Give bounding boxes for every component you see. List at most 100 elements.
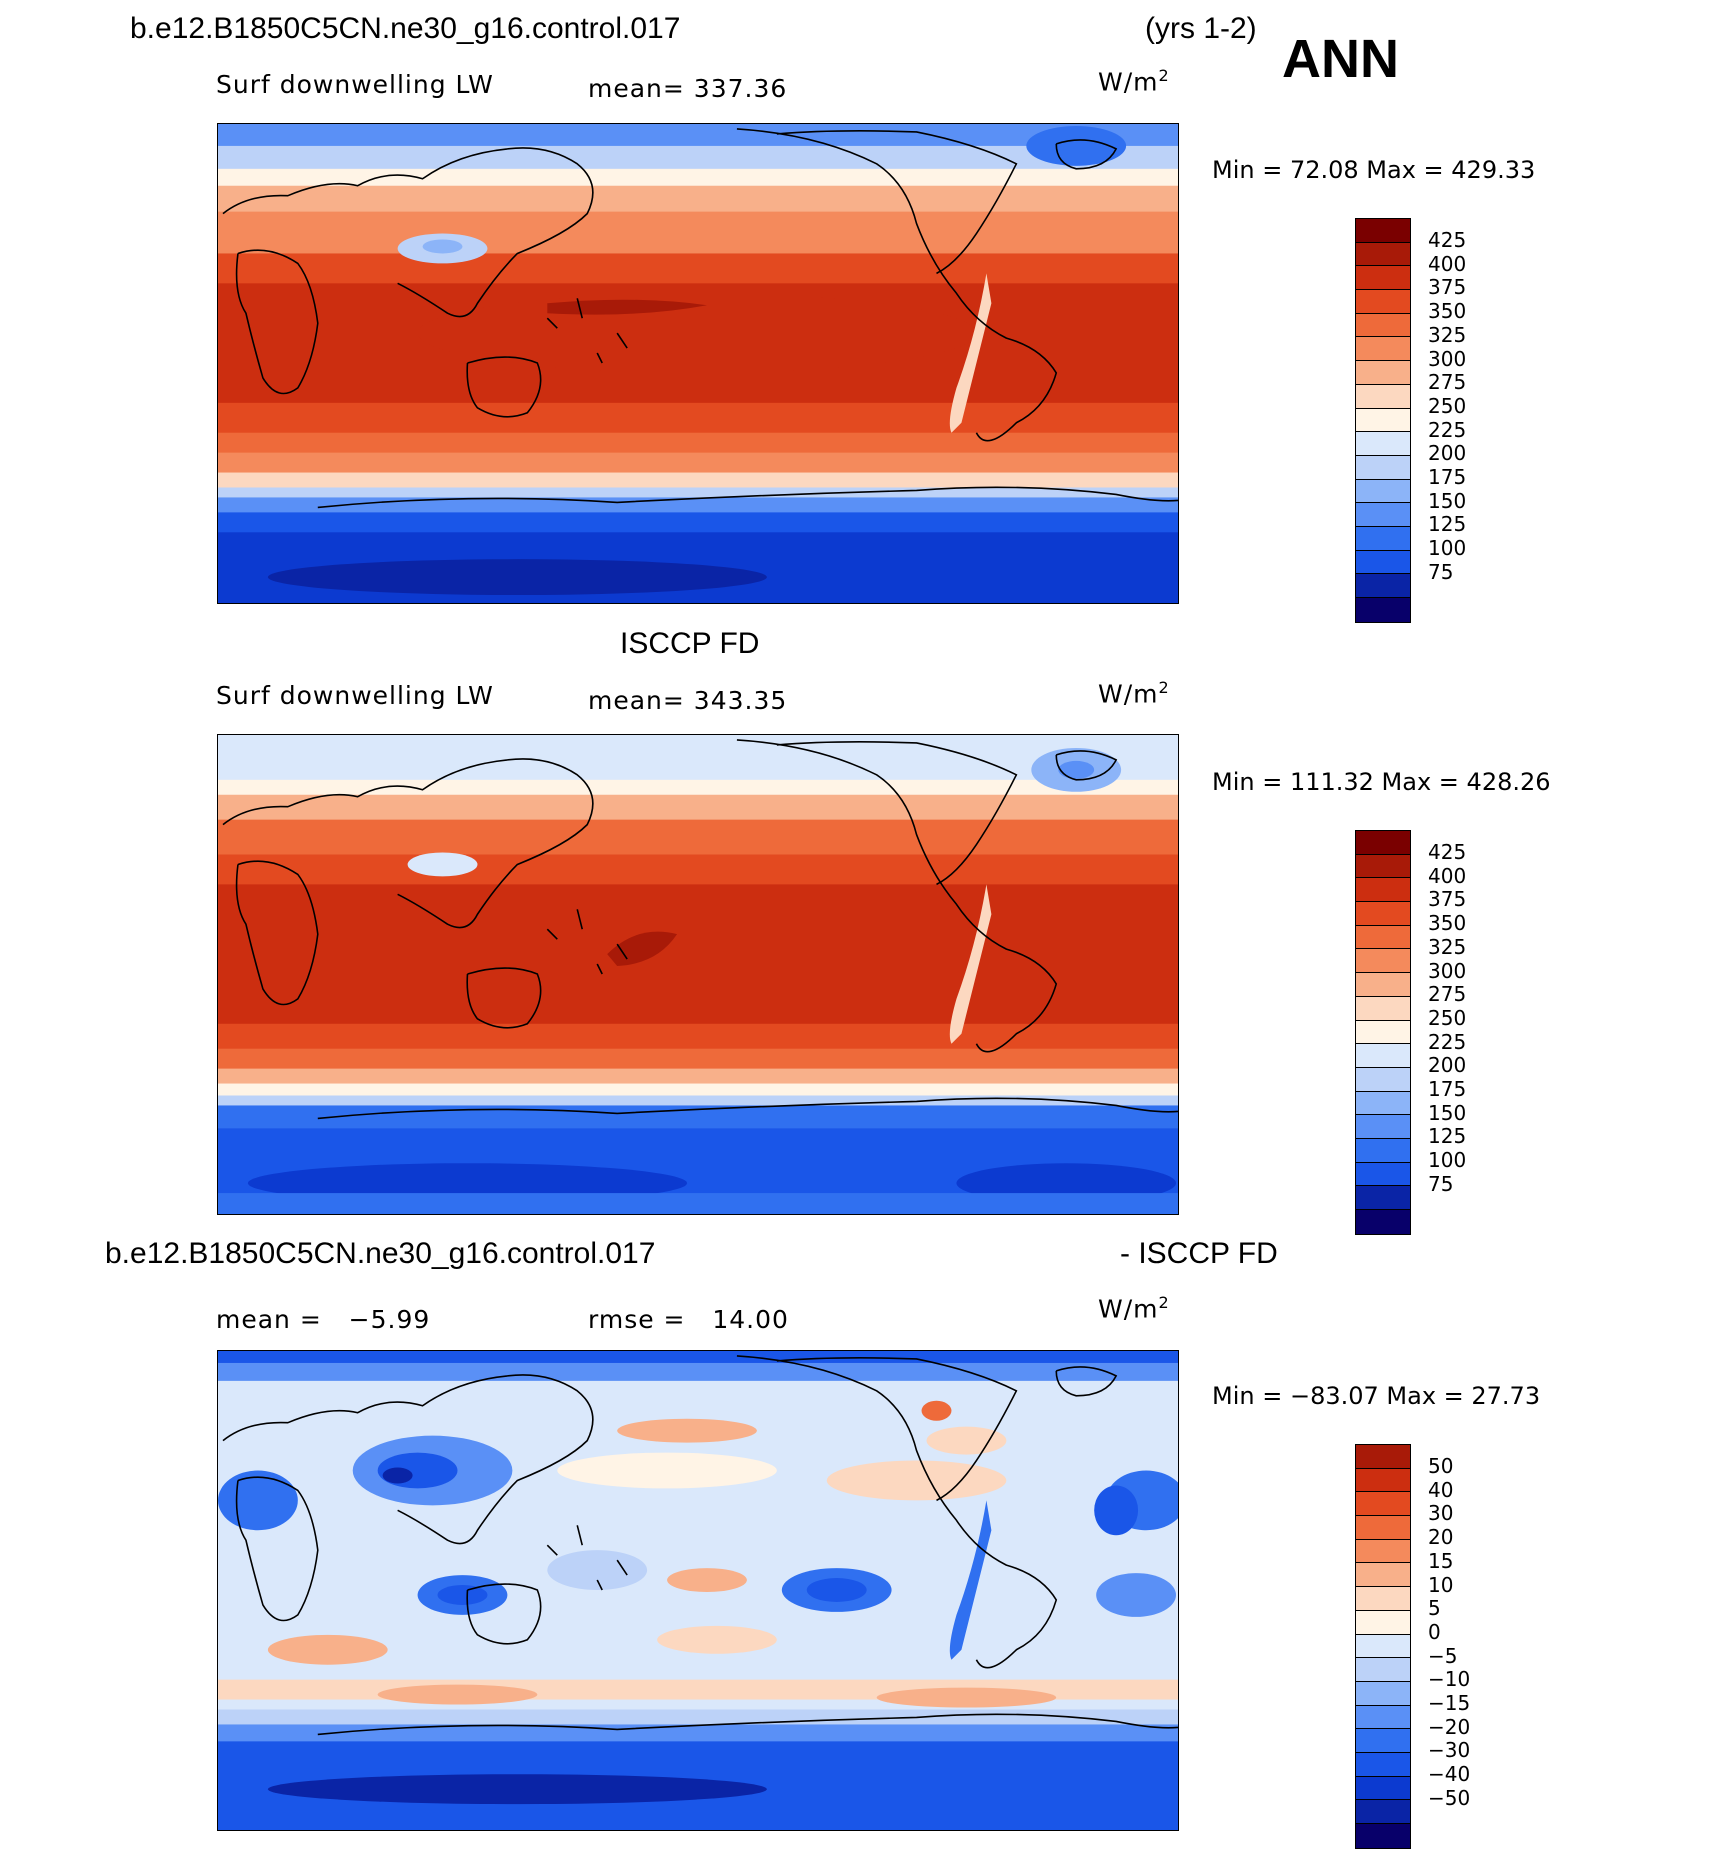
diff-title-obs: - ISCCP FD [1120, 1237, 1278, 1270]
colorbar-swatch [1356, 361, 1410, 385]
minmax-label-obs: Min = 111.32 Max = 428.26 [1212, 768, 1551, 796]
colorbar-swatch [1356, 1044, 1410, 1068]
colorbar-tick-label: −30 [1428, 1738, 1471, 1763]
map-panel-diff [217, 1350, 1179, 1831]
colorbar-swatch [1356, 313, 1410, 338]
colorbar-swatch [1356, 290, 1410, 314]
colorbar-swatch [1356, 1610, 1410, 1635]
colorbar-tick-label: 225 [1428, 417, 1467, 442]
colorbar-tick-label: −40 [1428, 1762, 1471, 1787]
colorbar-swatch [1356, 1681, 1410, 1706]
season-label: ANN [1282, 29, 1399, 89]
colorbar-obs [1355, 830, 1411, 1235]
colorbar-tick-label: 425 [1428, 228, 1467, 252]
colorbar-tick-label: 275 [1428, 982, 1467, 1007]
colorbar-swatch [1356, 432, 1410, 456]
colorbar-tick-label: −20 [1428, 1714, 1471, 1739]
colorbar-tick-label: 300 [1428, 346, 1467, 371]
colorbar-tick-label: 20 [1428, 1525, 1454, 1550]
colorbar-swatch [1356, 1752, 1410, 1777]
colorbar-swatch [1356, 1115, 1410, 1139]
colorbar-tick-label: 100 [1428, 1148, 1467, 1173]
colorbar-swatch [1356, 479, 1410, 504]
colorbar-swatch [1356, 550, 1410, 575]
colorbar-tick-label: 350 [1428, 911, 1467, 936]
case-title: b.e12.B1850C5CN.ne30_g16.control.017 [130, 12, 681, 45]
colorbar-tick-label: 400 [1428, 251, 1467, 276]
colorbar-swatch [1356, 1020, 1410, 1045]
years-label: (yrs 1-2) [1145, 12, 1257, 45]
colorbar-tick-label: 30 [1428, 1501, 1454, 1526]
colorbar-tick-label: 125 [1428, 512, 1467, 537]
units-label-model: W/m2 [1098, 66, 1170, 97]
colorbar-swatch [1356, 1539, 1410, 1564]
colorbar-swatch [1356, 1729, 1410, 1753]
colorbar-tick-label: 100 [1428, 536, 1467, 561]
units-label-diff: W/m2 [1098, 1293, 1170, 1324]
colorbar-swatch [1356, 1162, 1410, 1187]
colorbar-tick-label: 425 [1428, 840, 1467, 864]
colorbar-diff [1355, 1444, 1411, 1849]
colorbar-swatch [1356, 1492, 1410, 1517]
colorbar-swatch [1356, 878, 1410, 903]
colorbar-swatch [1356, 1658, 1410, 1682]
colorbar-swatch [1356, 996, 1410, 1021]
colorbar-tick-label: 175 [1428, 465, 1467, 489]
colorbar-tick-label: 325 [1428, 322, 1467, 347]
colorbar-tick-label: 250 [1428, 1005, 1467, 1030]
colorbar-swatch [1356, 337, 1410, 362]
colorbar-swatch [1356, 1563, 1410, 1588]
colorbar-tick-label: 350 [1428, 299, 1467, 324]
colorbar-tick-label: 125 [1428, 1124, 1467, 1149]
colorbar-tick-label: 375 [1428, 275, 1467, 300]
contour-map-model [218, 124, 1178, 603]
colorbar-swatch [1356, 1516, 1410, 1540]
mean-label-model: mean= 337.36 [588, 74, 788, 103]
contour-map-diff [218, 1351, 1178, 1830]
colorbar-swatch [1356, 384, 1410, 409]
colorbar-tick-label: −10 [1428, 1667, 1471, 1692]
colorbar-swatch [1356, 574, 1410, 598]
colorbar-swatch [1356, 242, 1410, 267]
variable-label-model: Surf downwelling LW [216, 70, 494, 99]
colorbar-tick-label: 400 [1428, 863, 1467, 888]
colorbar-tick-label: 300 [1428, 958, 1467, 983]
colorbar-tick-label: −50 [1428, 1785, 1471, 1810]
diff-title-case: b.e12.B1850C5CN.ne30_g16.control.017 [105, 1237, 656, 1270]
colorbar-tick-label: 150 [1428, 1100, 1467, 1125]
colorbar-tick-label: 175 [1428, 1077, 1467, 1101]
colorbar-swatch [1356, 526, 1410, 551]
colorbar-tick-label: 40 [1428, 1477, 1454, 1502]
colorbar-tick-label: 250 [1428, 393, 1467, 418]
obs-title: ISCCP FD [620, 627, 760, 660]
colorbar-tick-label: 275 [1428, 370, 1467, 395]
colorbar-tick-label: 15 [1428, 1548, 1454, 1573]
colorbar-swatch [1356, 925, 1410, 950]
colorbar-swatch [1356, 408, 1410, 433]
colorbar-swatch [1356, 1091, 1410, 1116]
colorbar-tick-label: 375 [1428, 887, 1467, 912]
colorbar-swatch [1356, 219, 1410, 243]
mean-label-obs: mean= 343.35 [588, 686, 788, 715]
colorbar-swatch [1356, 973, 1410, 997]
colorbar-tick-label: 50 [1428, 1454, 1454, 1478]
colorbar-swatch [1356, 902, 1410, 926]
colorbar-tick-label: 5 [1428, 1596, 1441, 1621]
minmax-label-model: Min = 72.08 Max = 429.33 [1212, 156, 1536, 184]
colorbar-model [1355, 218, 1411, 623]
colorbar-swatch [1356, 854, 1410, 879]
colorbar-tick-label: 75 [1428, 1171, 1454, 1196]
colorbar-swatch [1356, 1186, 1410, 1210]
colorbar-swatch [1356, 1067, 1410, 1092]
colorbar-swatch [1356, 266, 1410, 291]
colorbar-swatch [1356, 503, 1410, 527]
colorbar-tick-label: 0 [1428, 1619, 1441, 1644]
colorbar-tick-label: −5 [1428, 1643, 1458, 1668]
colorbar-swatch [1356, 1824, 1410, 1848]
colorbar-swatch [1356, 455, 1410, 480]
colorbar-tick-label: 150 [1428, 488, 1467, 513]
colorbar-swatch [1356, 1210, 1410, 1234]
colorbar-swatch [1356, 1776, 1410, 1801]
colorbar-tick-label: 325 [1428, 934, 1467, 959]
minmax-label-diff: Min = −83.07 Max = 27.73 [1212, 1382, 1541, 1410]
